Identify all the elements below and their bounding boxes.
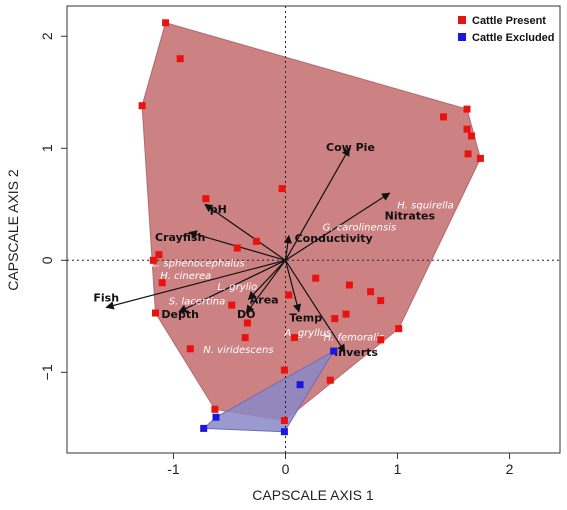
point-cattle-present-25 [152, 309, 159, 317]
point-cattle-excluded-5 [280, 428, 288, 436]
point-cattle-present-1 [162, 19, 170, 27]
y-tick-label-1: 1 [39, 144, 55, 152]
legend-swatch-cattle-excluded [458, 33, 466, 41]
vector-arrow-nitrates [285, 192, 391, 261]
point-cattle-present-20 [285, 291, 293, 299]
point-cattle-present-21 [377, 297, 385, 305]
vector-label-temp: Temp [289, 311, 322, 324]
vector-label-ph: pH [210, 203, 227, 216]
point-cattle-present-14 [155, 251, 163, 259]
point-cattle-present-15 [149, 256, 157, 264]
hull-layer [141, 22, 481, 433]
point-cattle-excluded-4 [200, 424, 208, 432]
vector-label-do: DO [237, 308, 255, 321]
legend-label-cattle-excluded: Cattle Excluded [472, 32, 555, 44]
species-label-s-lacertina: S. lacertina [169, 297, 226, 308]
legend-swatch-cattle-present [458, 16, 466, 24]
point-cattle-present-22 [228, 301, 236, 309]
species-label-g-carolinensis: G. carolinensis [323, 223, 397, 234]
point-cattle-present-24 [331, 315, 339, 323]
point-cattle-present-34 [211, 405, 219, 413]
vector-label-crayfish: Crayfish [155, 231, 205, 244]
vector-arrow-conductivity [283, 234, 292, 261]
point-layer [138, 19, 484, 436]
point-cattle-present-17 [158, 279, 166, 287]
vector-arrow-temp [284, 260, 302, 313]
vector-label-area: Area [250, 294, 279, 307]
y-tick-label-0: 0 [39, 256, 55, 264]
point-cattle-present-19 [367, 288, 375, 296]
vector-arrow-ph [204, 203, 286, 261]
y-axis-title: CAPSCALE AXIS 2 [5, 169, 21, 291]
reference-lines [67, 6, 560, 453]
point-cattle-present-9 [476, 154, 484, 162]
legend: Cattle Present Cattle Excluded [458, 15, 555, 44]
point-cattle-present-16 [312, 274, 320, 282]
point-cattle-present-3 [138, 102, 146, 110]
species-label-l-sphenocephalus: L. sphenocephalus [151, 259, 244, 270]
vector-label-nitrates: Nitrates [385, 209, 436, 222]
vector-arrow-do [245, 259, 286, 314]
point-cattle-present-13 [233, 244, 241, 252]
species-label-l-grylio: L. grylio [217, 282, 257, 293]
x-tick-label-2: 2 [506, 461, 514, 477]
x-tick-label-0: 0 [282, 461, 290, 477]
vector-layer: Cow Pie Nitrates Conductivity pH Crayfish Fis… [93, 141, 435, 359]
point-cattle-present-18 [345, 281, 353, 289]
point-cattle-excluded-1 [330, 347, 338, 355]
species-label-n-viridescens: N. viridescens [203, 345, 273, 356]
point-cattle-present-6 [463, 125, 471, 133]
vector-label-cow-pie: Cow Pie [326, 141, 375, 154]
tick-layer: -1 0 1 2 −1 0 1 2 [39, 32, 514, 477]
x-axis-title: CAPSCALE AXIS 1 [252, 487, 374, 503]
point-cattle-present-5 [463, 105, 471, 113]
vector-label-conductivity: Conductivity [295, 232, 373, 245]
vector-arrow-area [247, 259, 286, 301]
point-cattle-present-2 [176, 55, 184, 63]
legend-label-cattle-present: Cattle Present [472, 15, 546, 27]
point-cattle-present-4 [440, 113, 447, 121]
point-cattle-present-28 [241, 334, 249, 342]
y-tick-label-2: 2 [39, 32, 55, 40]
point-cattle-present-12 [252, 237, 260, 245]
vector-label-fish: Fish [93, 291, 119, 304]
point-cattle-present-31 [291, 334, 298, 342]
y-tick-label-1: −1 [39, 364, 55, 380]
point-cattle-present-23 [342, 310, 350, 318]
vector-label-depth: Depth [161, 308, 199, 321]
point-cattle-present-26 [395, 325, 403, 333]
plot-frame [66, 5, 561, 454]
point-cattle-present-30 [377, 336, 385, 344]
vector-label-inverts: Inverts [334, 346, 378, 359]
point-cattle-present-11 [202, 195, 210, 203]
species-label-a-gryllus: A. gryllus [283, 328, 331, 339]
species-label-h-cinerea: H. cinerea [160, 271, 211, 282]
point-cattle-excluded-2 [296, 381, 304, 389]
species-label-h-squirella: H. squirella [397, 200, 454, 211]
point-cattle-present-35 [280, 417, 288, 424]
x-tick-label-1: 1 [394, 461, 402, 477]
point-cattle-present-10 [278, 185, 286, 193]
vector-arrow-depth [178, 259, 286, 313]
point-cattle-present-33 [326, 376, 334, 384]
point-cattle-excluded-3 [212, 413, 220, 421]
species-label-h-femoralis: H. femoralis [324, 332, 384, 343]
x-tick-label-1: -1 [167, 461, 180, 477]
species-layer: H. squirella G. carolinensis L. sphenoceph… [151, 200, 453, 356]
point-cattle-present-27 [243, 319, 251, 327]
vector-arrow-inverts [284, 259, 346, 353]
point-cattle-present-7 [468, 132, 475, 140]
vector-arrow-fish [105, 259, 286, 310]
point-cattle-present-8 [464, 150, 472, 158]
point-cattle-present-32 [280, 366, 288, 374]
vector-arrow-cow-pie [284, 147, 350, 261]
point-cattle-present-29 [186, 345, 194, 353]
